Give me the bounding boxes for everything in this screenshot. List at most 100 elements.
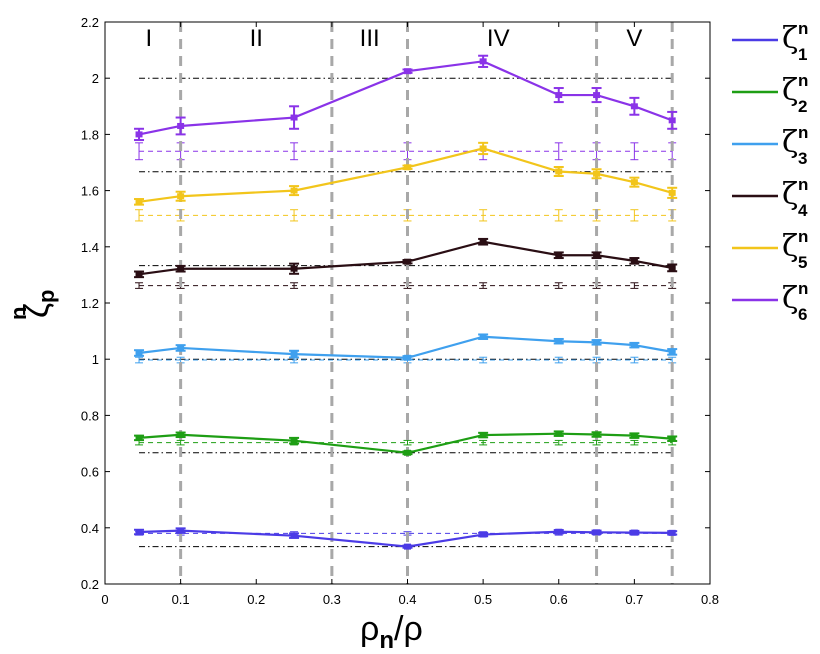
data-point <box>290 265 298 272</box>
y-tick-label: 1.4 <box>81 240 99 255</box>
y-axis-label-main: ζ <box>18 303 56 318</box>
y-tick-label: 2 <box>92 71 99 86</box>
baseline-errorbar <box>630 439 639 446</box>
baseline-errorbar <box>630 209 639 222</box>
data-point <box>404 543 411 550</box>
y-tick-label: 1 <box>92 352 99 367</box>
ticks-layer: 0 0.1 0.2 0.3 0.4 0.5 0.6 0.7 0.8 0.2 0.4 0.6 0.8 1 1.… <box>81 15 719 607</box>
data-point <box>177 193 185 200</box>
data-point <box>177 527 185 534</box>
baseline-errorbar <box>135 282 144 289</box>
data-point <box>290 351 298 358</box>
data-point <box>479 145 487 152</box>
x-tick-label: 0.6 <box>550 592 568 607</box>
legend-subscript: 6 <box>798 305 807 324</box>
series-3 <box>134 333 678 361</box>
baseline-errorbar <box>630 142 639 161</box>
legend-symbol: ζ <box>782 229 798 264</box>
data-point <box>290 187 298 194</box>
legend-item-5: ζ n 5 <box>732 227 808 272</box>
y-tick-label: 0.6 <box>81 465 99 480</box>
y-tick-label: 0.2 <box>81 577 99 592</box>
series-6 <box>134 54 678 142</box>
data-point <box>593 92 601 99</box>
y-tick-label: 0.8 <box>81 408 99 423</box>
x-tick-label: 0.3 <box>323 592 341 607</box>
data-point <box>290 437 298 444</box>
data-point <box>593 529 601 536</box>
region-label-V: V <box>626 25 642 52</box>
data-point <box>630 257 638 264</box>
y-axis-label: ζp n <box>6 290 59 320</box>
baseline-errorbar <box>554 282 563 289</box>
baseline-errorbar <box>479 282 488 289</box>
data-point <box>479 432 487 439</box>
baseline-errorbar <box>554 439 563 446</box>
legend-symbol: ζ <box>782 21 798 56</box>
legend-superscript: n <box>798 19 808 38</box>
data-point <box>630 529 638 536</box>
x-axis-label-tail: /ρ <box>394 610 423 648</box>
baseline-errorbar <box>479 356 488 364</box>
data-point <box>555 338 563 345</box>
data-point <box>668 189 676 196</box>
baseline-errorbar <box>135 142 144 161</box>
data-point <box>135 198 143 205</box>
data-point <box>555 252 563 259</box>
x-tick-label: 0.4 <box>398 592 416 607</box>
data-point <box>135 434 143 441</box>
data-point <box>290 532 298 539</box>
y-tick-label: 2.2 <box>81 15 99 30</box>
data-point <box>555 92 563 99</box>
y-tick-label: 1.6 <box>81 184 99 199</box>
data-point <box>593 339 601 346</box>
legend: ζ n1ζ n2ζ n3ζ n4ζ n5ζ n6 <box>732 19 808 324</box>
legend-symbol: ζ <box>782 281 798 316</box>
legend-item-4: ζ n 4 <box>732 175 808 220</box>
x-axis-label-main: ρ <box>360 610 379 648</box>
x-tick-label: 0.1 <box>172 592 190 607</box>
baseline-errorbar <box>135 356 144 364</box>
x-tick-label: 0.5 <box>474 592 492 607</box>
legend-superscript: n <box>798 71 808 90</box>
x-tick-label: 0.2 <box>247 592 265 607</box>
series-1 <box>134 527 678 550</box>
baseline-errorbar <box>592 439 601 446</box>
baseline-errorbar <box>630 356 639 364</box>
data-point <box>593 431 601 438</box>
data-point <box>404 354 411 361</box>
baseline-errorbar <box>479 439 488 446</box>
data-point <box>630 342 638 349</box>
data-point <box>177 344 185 351</box>
data-point <box>177 431 185 438</box>
baseline-errorbar <box>554 356 563 364</box>
legend-superscript: n <box>798 279 808 298</box>
data-point <box>555 168 563 175</box>
data-point <box>668 348 676 355</box>
data-point <box>668 435 676 442</box>
baseline-errorbar <box>135 209 144 222</box>
baseline-errorbar <box>554 209 563 222</box>
series-4 <box>134 237 678 279</box>
baseline-layer <box>135 142 677 536</box>
x-tick-label: 0.8 <box>701 592 719 607</box>
x-tick-label: 0 <box>101 592 108 607</box>
legend-subscript: 1 <box>798 45 807 64</box>
svg-text:ζp: ζp <box>18 290 59 318</box>
svg-text:ρn/ρ: ρn/ρ <box>360 610 423 654</box>
legend-subscript: 2 <box>798 97 807 116</box>
x-axis-label-sub: n <box>379 627 394 654</box>
legend-superscript: n <box>798 123 808 142</box>
data-point <box>404 449 411 456</box>
legend-item-6: ζ n 6 <box>732 279 808 324</box>
region-labels-layer: I II III IV V <box>146 25 643 52</box>
baseline-errorbar <box>290 282 299 289</box>
region-label-I: I <box>146 25 153 52</box>
data-point <box>404 258 411 265</box>
legend-subscript: 3 <box>798 149 807 168</box>
y-tick-label: 1.8 <box>81 127 99 142</box>
data-point <box>630 103 638 110</box>
baseline-errorbar <box>403 439 412 446</box>
data-point <box>479 531 487 538</box>
